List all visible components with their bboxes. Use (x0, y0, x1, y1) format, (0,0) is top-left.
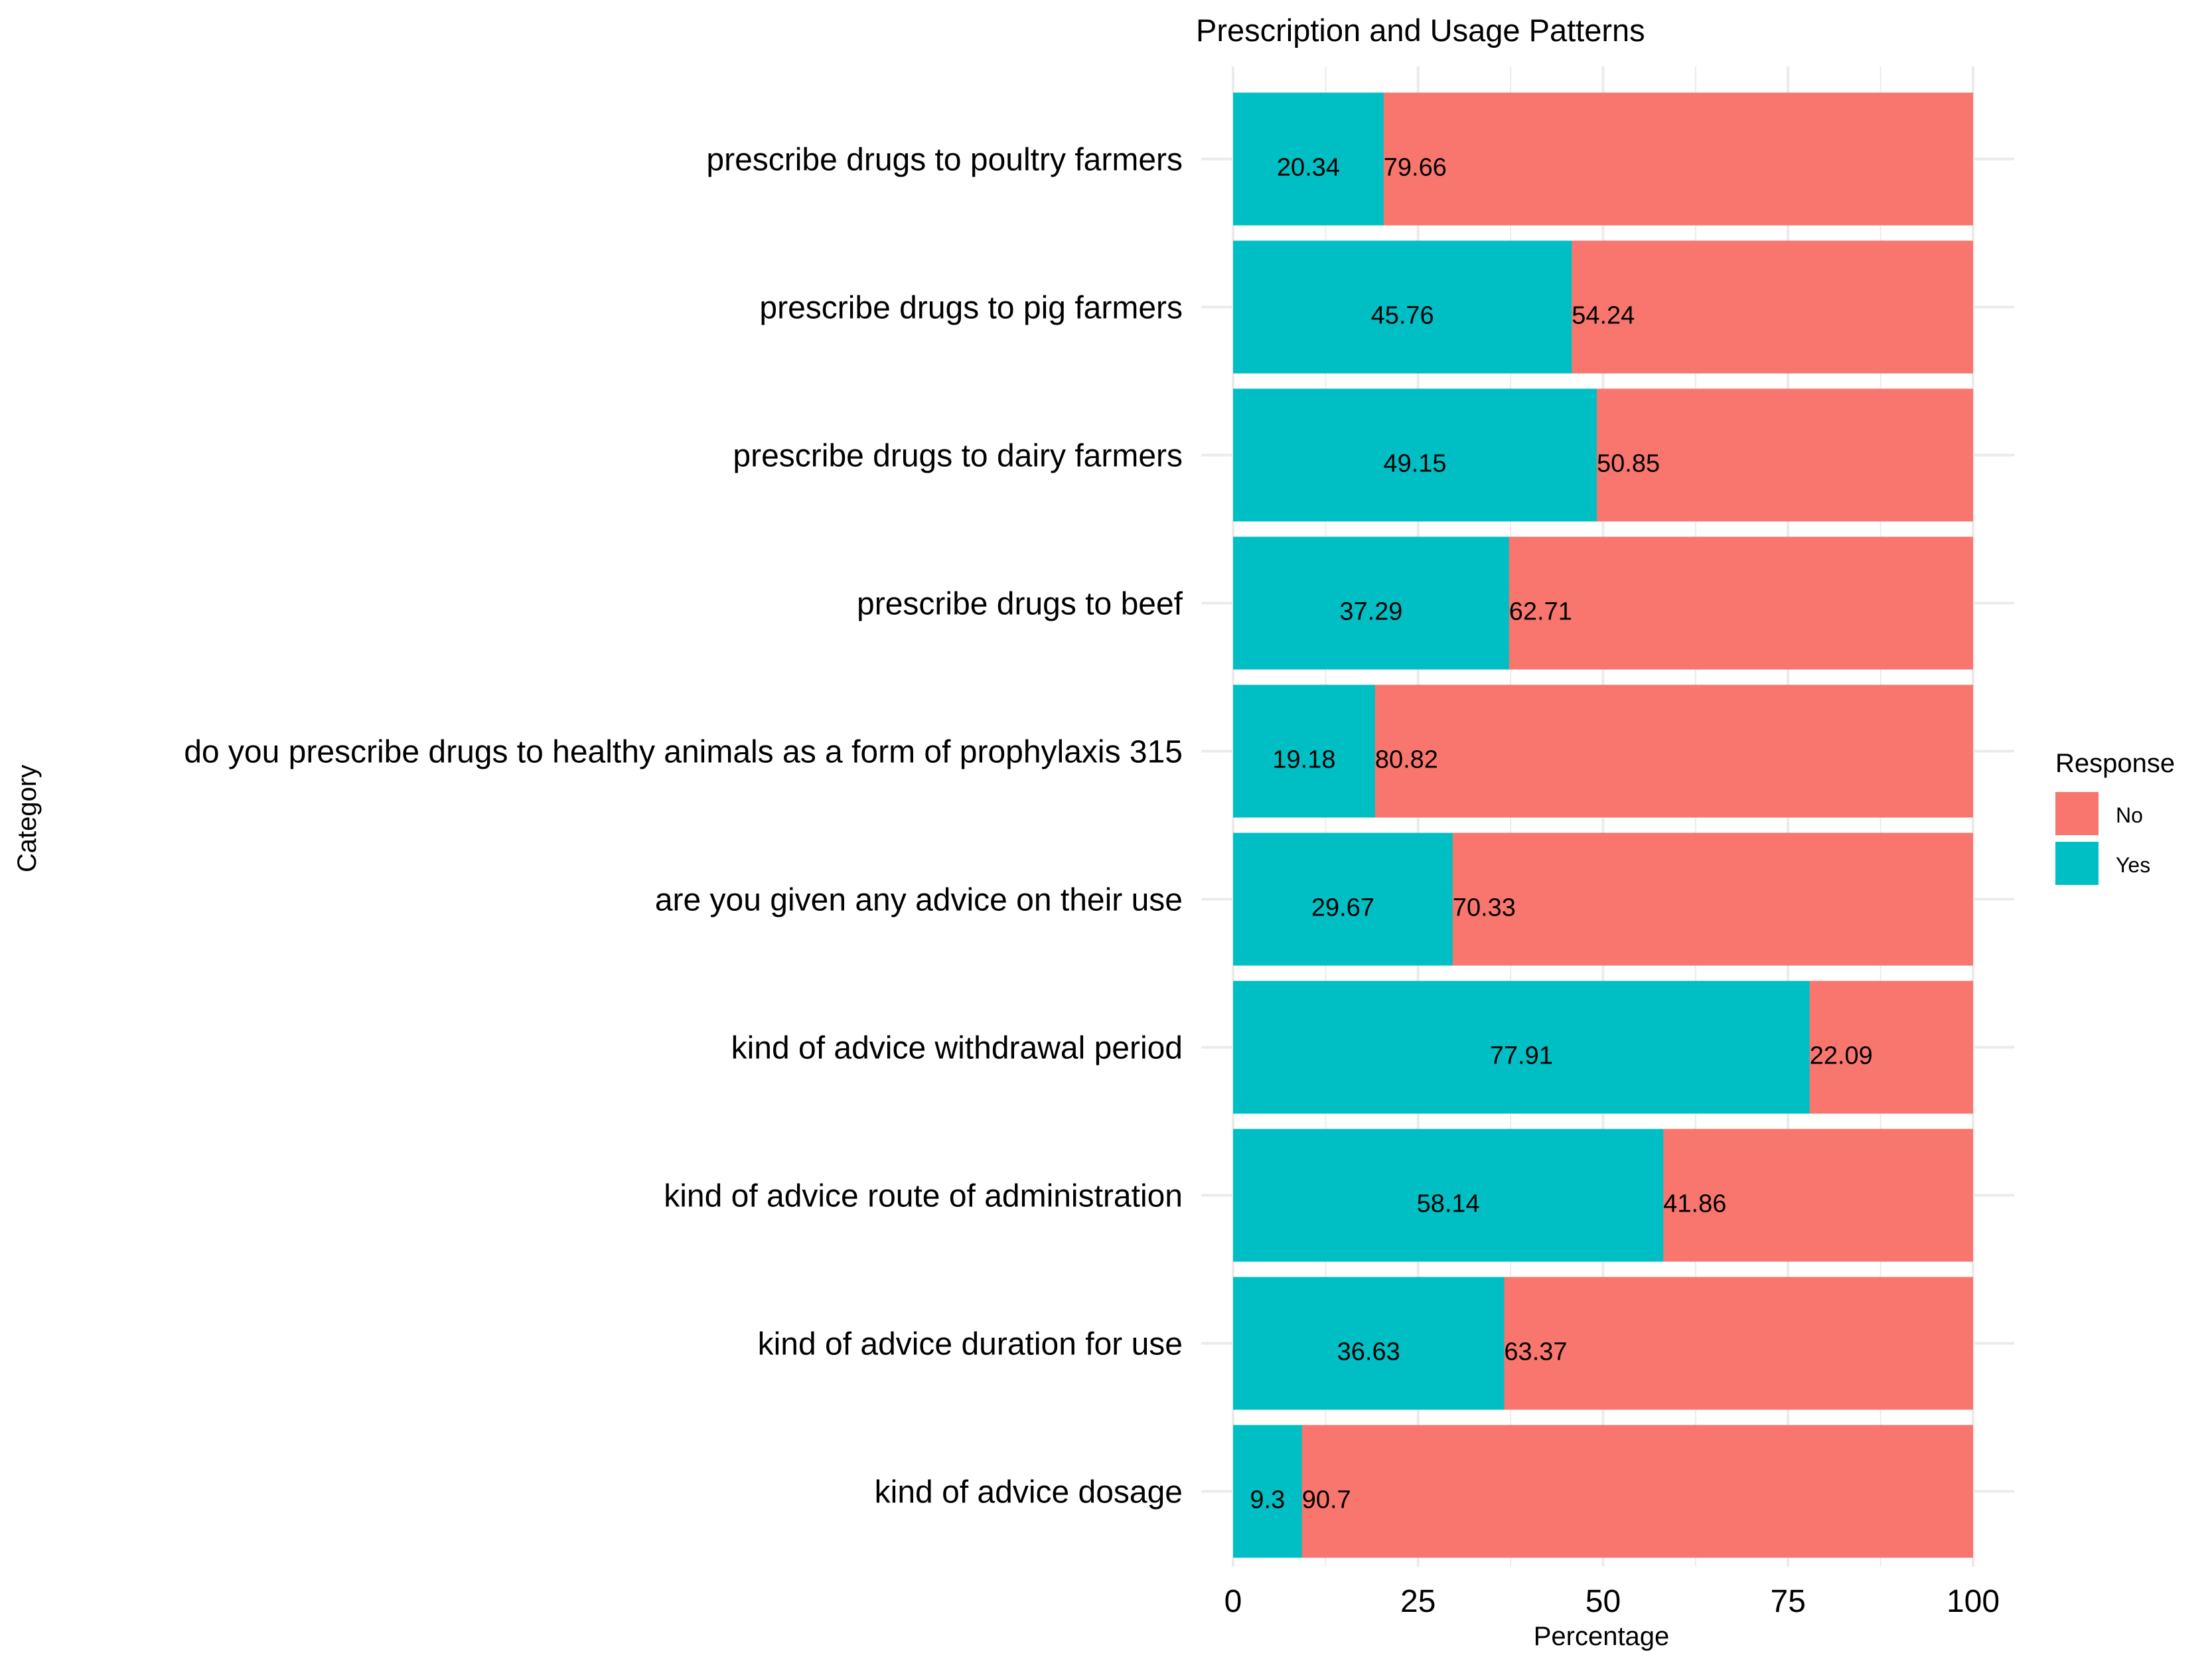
bar-value-labels: 20.34 79.66 45.76 54.24 49.15 50.85 37.29 62.71… (1250, 154, 1872, 1514)
y-axis-label: Category (13, 765, 42, 872)
bar-label-no-8: 63.37 (1504, 1338, 1567, 1366)
bar-no-0 (1383, 92, 1973, 226)
category-label-1: prescribe drugs to pig farmers (759, 291, 1183, 326)
x-tick-label-4: 100 (1947, 1584, 2000, 1619)
category-label-0: prescribe drugs to poultry farmers (706, 143, 1183, 178)
bar-label-yes-4: 19.18 (1272, 746, 1335, 774)
category-label-7: kind of advice route of administration (664, 1179, 1183, 1214)
chart-title: Prescription and Usage Patterns (1196, 13, 1645, 48)
category-label-9: kind of advice dosage (875, 1475, 1183, 1510)
legend-swatch-no (2055, 792, 2099, 835)
category-label-8: kind of advice duration for use (758, 1327, 1183, 1362)
bar-label-yes-5: 29.67 (1311, 894, 1374, 922)
bar-no-4 (1374, 684, 1973, 818)
legend-label-yes: Yes (2116, 853, 2150, 877)
bar-label-yes-8: 36.63 (1337, 1338, 1400, 1366)
bar-label-yes-1: 45.76 (1371, 302, 1434, 330)
bar-no-7 (1663, 1129, 1973, 1262)
category-label-5: are you given any advice on their use (655, 883, 1183, 918)
bar-no-2 (1597, 388, 1973, 522)
bar-no-1 (1572, 240, 1973, 374)
bar-label-no-6: 22.09 (1810, 1042, 1873, 1070)
bars (1233, 92, 1973, 1558)
x-axis-label: Percentage (1534, 1622, 1670, 1651)
bar-label-no-7: 41.86 (1663, 1190, 1726, 1218)
x-tick-label-0: 0 (1224, 1584, 1242, 1619)
category-label-6: kind of advice withdrawal period (731, 1031, 1183, 1066)
category-label-4: do you prescribe drugs to healthy animal… (184, 735, 1183, 770)
bar-label-no-9: 90.7 (1302, 1486, 1351, 1514)
category-labels: prescribe drugs to poultry farmers prescr… (184, 143, 1183, 1510)
bar-label-no-1: 54.24 (1572, 302, 1635, 330)
bar-label-yes-7: 58.14 (1417, 1190, 1480, 1218)
bar-label-yes-2: 49.15 (1383, 450, 1446, 478)
legend: Response No Yes (2055, 749, 2175, 885)
bar-label-no-5: 70.33 (1453, 894, 1516, 922)
category-label-3: prescribe drugs to beef (857, 587, 1183, 622)
bar-label-no-2: 50.85 (1597, 450, 1660, 478)
x-tick-label-2: 50 (1585, 1584, 1621, 1619)
bar-no-5 (1452, 832, 1973, 966)
x-tick-label-3: 75 (1771, 1584, 1806, 1619)
bar-label-no-3: 62.71 (1509, 598, 1572, 626)
bar-no-9 (1301, 1425, 1973, 1558)
bar-no-8 (1504, 1277, 1973, 1410)
bar-label-yes-3: 37.29 (1339, 598, 1402, 626)
category-label-2: prescribe drugs to dairy farmers (733, 439, 1183, 474)
legend-title: Response (2055, 749, 2175, 778)
bar-no-6 (1809, 981, 1973, 1114)
legend-swatch-yes (2055, 842, 2099, 885)
bar-no-3 (1509, 536, 1973, 670)
bar-label-no-0: 79.66 (1384, 154, 1447, 182)
bar-label-yes-9: 9.3 (1250, 1486, 1285, 1514)
legend-label-no: No (2116, 803, 2143, 827)
x-tick-label-1: 25 (1400, 1584, 1436, 1619)
x-tick-labels: 0 25 50 75 100 (1224, 1584, 2000, 1619)
bar-label-yes-0: 20.34 (1277, 154, 1340, 182)
bar-label-no-4: 80.82 (1375, 746, 1438, 774)
bar-label-yes-6: 77.91 (1490, 1042, 1553, 1070)
